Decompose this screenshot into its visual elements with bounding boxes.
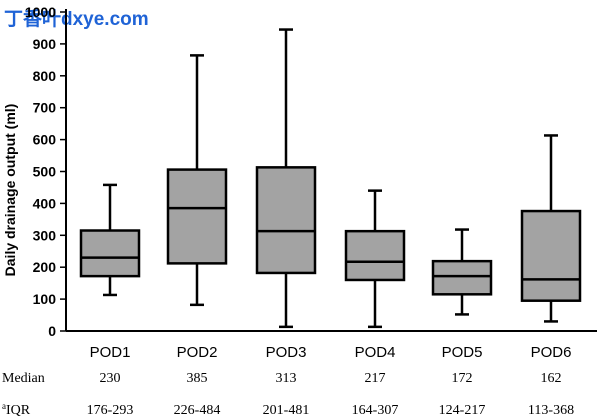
- box-pod5: [431, 228, 493, 316]
- box-pod1: [79, 183, 141, 297]
- y-tick-label: 900: [33, 36, 57, 52]
- iqr-row-label: aIQR: [2, 401, 31, 418]
- iqr-value: 201-481: [263, 403, 310, 418]
- x-tick-label: POD4: [355, 344, 396, 361]
- y-tick-label: 300: [33, 227, 57, 243]
- iqr-box: [79, 229, 141, 278]
- iqr-box: [520, 209, 582, 302]
- box-pod3: [255, 28, 317, 329]
- y-tick-label: 100: [33, 291, 57, 307]
- iqr-box: [166, 168, 228, 265]
- x-tick-label: POD5: [442, 344, 483, 361]
- iqr-box: [431, 259, 493, 296]
- y-tick-label: 0: [48, 323, 56, 339]
- y-tick-label: 600: [33, 132, 57, 148]
- iqr-box: [344, 229, 406, 282]
- y-tick-label: 800: [33, 68, 57, 84]
- median-value: 385: [187, 371, 208, 386]
- median-value: 172: [452, 371, 473, 386]
- iqr-superscript: a: [2, 401, 6, 411]
- y-axis: 0 100 200 300 400 500 600 700 800 900 1000: [25, 4, 67, 339]
- median-value: 217: [365, 371, 386, 386]
- iqr-row: 176-293 226-484 201-481 164-307 124-217 113-3…: [87, 403, 574, 418]
- x-tick-label: POD2: [177, 344, 218, 361]
- x-tick-label: POD6: [531, 344, 572, 361]
- y-tick-label: 1000: [25, 4, 56, 20]
- box-pod2: [166, 54, 228, 307]
- iqr-value: 164-307: [352, 403, 399, 418]
- median-value: 313: [276, 371, 297, 386]
- iqr-value: 176-293: [87, 403, 134, 418]
- y-axis-label: Daily drainage output (ml): [2, 104, 18, 277]
- box-pod6: [520, 134, 582, 323]
- boxes: [79, 28, 582, 329]
- y-tick-label: 700: [33, 100, 57, 116]
- median-value: 230: [100, 371, 121, 386]
- iqr-value: 113-368: [528, 403, 574, 418]
- y-tick-label: 200: [33, 259, 57, 275]
- watermark: 丁香叶dxye.com: [4, 8, 149, 30]
- median-value: 162: [541, 371, 562, 386]
- box-pod4: [344, 189, 406, 329]
- iqr-label-text: IQR: [6, 403, 31, 418]
- iqr-box: [255, 166, 317, 275]
- y-tick-label: 400: [33, 195, 57, 211]
- iqr-value: 226-484: [174, 403, 221, 418]
- median-row: 230 385 313 217 172 162: [100, 371, 562, 386]
- y-tick-label: 500: [33, 164, 57, 180]
- x-tick-label: POD3: [266, 344, 307, 361]
- x-tick-label: POD1: [90, 344, 131, 361]
- x-axis: POD1 POD2 POD3 POD4 POD5 POD6: [66, 330, 597, 361]
- iqr-value: 124-217: [439, 403, 486, 418]
- median-row-label: Median: [2, 371, 45, 386]
